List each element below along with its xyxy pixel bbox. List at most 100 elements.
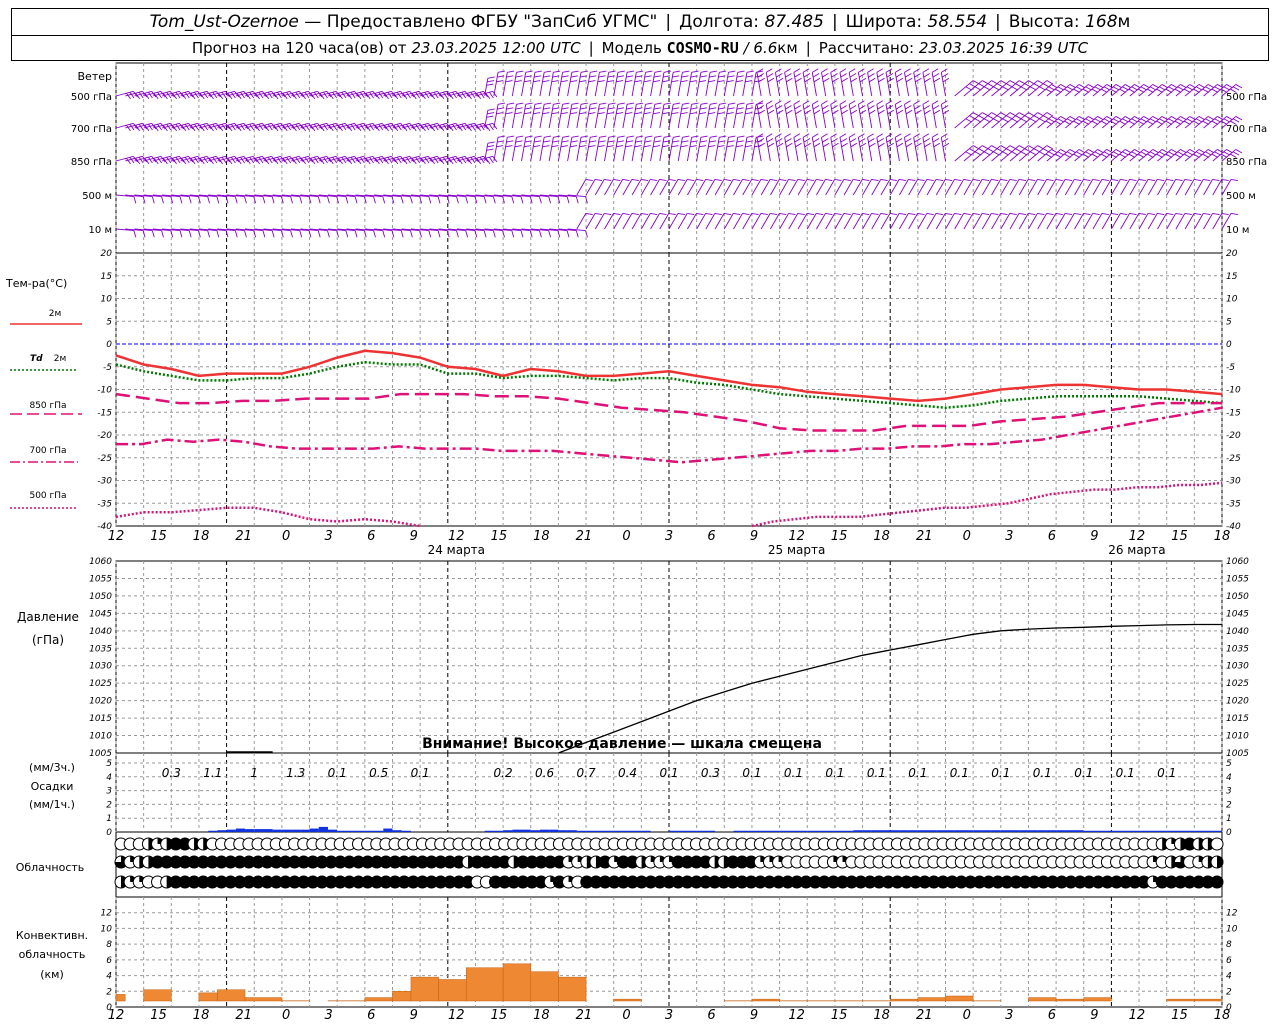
wind-barb-feather (1000, 212, 1008, 215)
wind-title: Ветер (78, 70, 112, 83)
wind-barb-feather (635, 140, 643, 143)
precip-bar (982, 830, 992, 832)
wind-barb-feather (350, 157, 356, 164)
wind-barb-feather (1211, 120, 1219, 125)
wind-barb-feather (1101, 178, 1109, 181)
wind-barb-feather (616, 80, 624, 83)
wind-barb (751, 104, 757, 129)
wind-barb-feather (719, 102, 727, 105)
wind-barb-feather (1205, 151, 1212, 156)
wind-barb (650, 179, 660, 196)
precip-bar (678, 830, 688, 832)
wind-barb-feather (1088, 149, 1095, 154)
pressure-tick-left: 1060 (89, 557, 112, 567)
wind-barb-feather (363, 123, 369, 130)
wind-barb-feather (598, 75, 606, 78)
wind-barb (931, 72, 937, 97)
wind-barb (889, 179, 900, 196)
wind-barb (876, 137, 882, 162)
wind-barb-feather (457, 124, 463, 132)
wind-barb-feather (786, 109, 793, 115)
wind-barb-feather (699, 107, 707, 110)
hour-tick-label-bottom: 3 (1005, 1008, 1013, 1023)
wind-barb-feather (332, 92, 338, 99)
wind-barb-feather (1069, 84, 1077, 89)
precip-bar (696, 830, 706, 832)
wind-barb-feather (579, 80, 587, 83)
hour-tick-label: 6 (367, 529, 375, 544)
wind-barb (180, 155, 199, 162)
hour-tick-label-bottom: 6 (367, 1008, 375, 1023)
wind-barb (922, 104, 928, 129)
pressure-tick-right: 1005 (1226, 749, 1249, 759)
wind-barb-feather (286, 124, 292, 131)
wind-barb-feather (991, 80, 998, 85)
wind-barb (793, 137, 799, 162)
wind-barb (784, 72, 790, 97)
conv-bar (530, 971, 559, 1002)
wind-barb-feather (608, 70, 616, 73)
wind-barb-feather (1124, 149, 1132, 154)
wind-barb (420, 155, 438, 162)
wind-barb-feather (350, 92, 356, 99)
wind-barb (558, 228, 577, 232)
wind-barb (622, 213, 633, 230)
wind-barb-feather (188, 230, 192, 238)
wind-barb-feather (455, 91, 461, 98)
wind-barb (272, 155, 291, 162)
wind-barb-feather (133, 156, 138, 163)
wind-barb-feather (626, 140, 634, 143)
wind-barb-feather (1083, 212, 1091, 215)
wind-barb-feather (878, 77, 885, 83)
wind-barb-feather (1159, 118, 1166, 123)
wind-barb-feather (932, 138, 940, 143)
precip-bar (945, 830, 955, 832)
wind-barb (594, 179, 605, 196)
wind-barb (493, 137, 499, 162)
wind-barb (438, 228, 457, 232)
wind-barb-feather (812, 73, 820, 78)
wind-barb-feather (1119, 88, 1127, 93)
hour-tick-label-bottom: 9 (410, 1008, 418, 1023)
wind-barb-feather (871, 178, 879, 181)
wind-barb-feather (859, 109, 867, 115)
wind-barb-feather (1168, 118, 1175, 123)
wind-barb-feather (406, 124, 411, 131)
wind-barb-feather (225, 156, 231, 163)
wind-barb (1092, 84, 1108, 97)
wind-barb-feather (987, 115, 995, 120)
wind-barb-feather (1235, 149, 1243, 154)
wind-barb-feather (347, 92, 353, 100)
model-label: Модель (601, 39, 662, 57)
wind-barb-feather (332, 124, 338, 131)
wind-barb (696, 104, 702, 129)
wind-barb-feather (497, 70, 506, 73)
wind-barb-feather (1065, 178, 1073, 181)
wind-barb-feather (585, 196, 588, 204)
wind-barb-feather (160, 156, 166, 163)
hour-tick-label: 15 (150, 529, 167, 544)
wind-barb-feather (264, 157, 270, 165)
wind-barb (954, 145, 974, 162)
wind-barb-feather (878, 142, 885, 148)
wind-barb-feather (724, 212, 732, 215)
wind-barb-feather (350, 124, 356, 131)
wind-barb-feather (735, 112, 743, 115)
precip-bar (1120, 830, 1130, 832)
wind-barb (115, 155, 134, 162)
wind-barb-feather (194, 157, 199, 164)
wind-barb-feather (1064, 88, 1071, 93)
wind-barb-feather (717, 112, 725, 115)
wind-barb-feather (924, 142, 931, 148)
wind-barb (410, 228, 429, 232)
wind-barb (125, 155, 143, 162)
wind-barb (816, 179, 826, 196)
wind-barb-feather (849, 105, 857, 110)
hour-tick-label: 9 (410, 529, 418, 544)
wind-barb (756, 72, 762, 97)
wind-barb (291, 122, 309, 129)
wind-barb (281, 228, 300, 232)
wind-barb-feather (766, 105, 774, 110)
wind-barb (383, 122, 401, 129)
wind-barb-feather (1055, 212, 1063, 215)
